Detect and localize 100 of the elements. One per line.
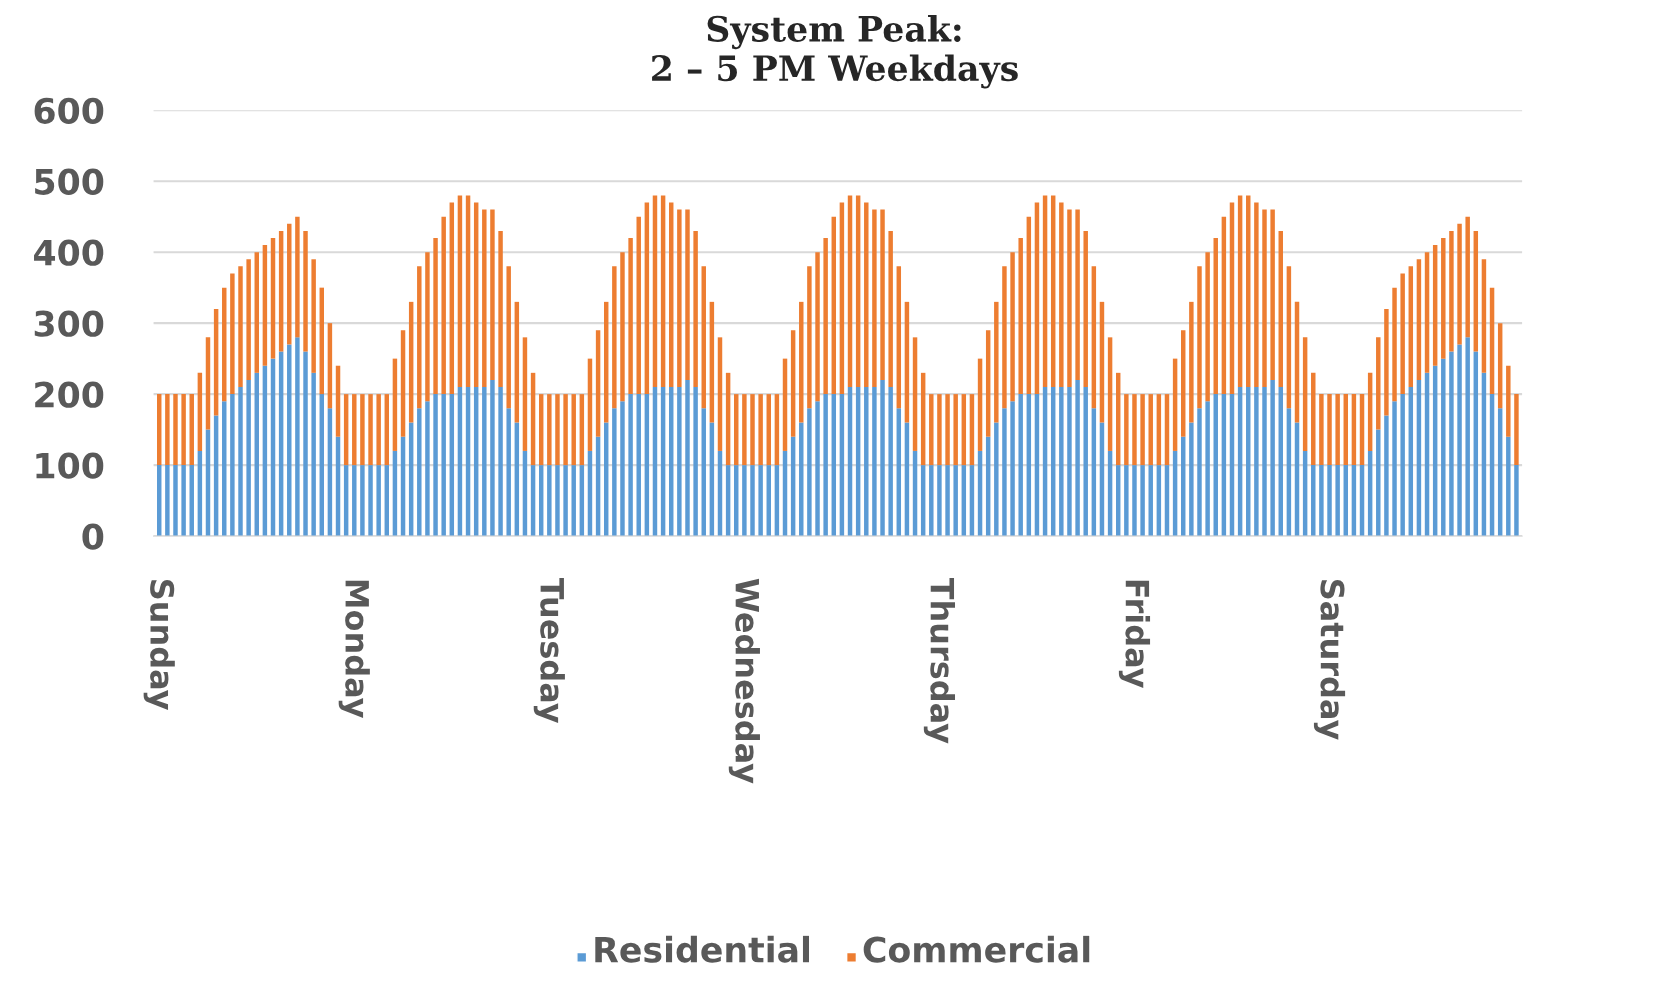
bar bbox=[238, 387, 243, 537]
bar bbox=[408, 301, 414, 423]
bar bbox=[1270, 209, 1275, 380]
bar bbox=[335, 365, 341, 437]
bar bbox=[547, 394, 552, 466]
bar bbox=[685, 209, 690, 380]
bar bbox=[287, 344, 292, 537]
bar bbox=[758, 465, 763, 537]
x-tick-label: Saturday bbox=[1313, 580, 1346, 740]
bar bbox=[815, 252, 820, 402]
y-tick-label: 300 bbox=[34, 310, 104, 337]
bar bbox=[929, 394, 934, 466]
bar bbox=[1181, 330, 1186, 437]
bar bbox=[1400, 273, 1405, 395]
bar bbox=[595, 330, 601, 437]
bar bbox=[522, 337, 528, 451]
bar bbox=[490, 209, 495, 380]
bar bbox=[1270, 379, 1275, 537]
bar bbox=[498, 387, 503, 537]
bar bbox=[1311, 372, 1316, 466]
x-tick-label: Tuesday bbox=[533, 577, 565, 724]
bar bbox=[807, 266, 812, 409]
bar bbox=[181, 465, 186, 537]
bar bbox=[669, 202, 674, 388]
bar bbox=[1441, 358, 1446, 537]
bar bbox=[1075, 209, 1080, 380]
bar bbox=[734, 394, 739, 466]
bar bbox=[1449, 351, 1454, 537]
bar bbox=[1254, 387, 1259, 537]
bar bbox=[303, 230, 308, 352]
bar bbox=[433, 237, 438, 395]
bar bbox=[1514, 465, 1519, 537]
bar bbox=[563, 394, 568, 466]
bar bbox=[425, 401, 430, 537]
bar bbox=[1506, 436, 1511, 537]
bar bbox=[1294, 301, 1300, 423]
bar bbox=[352, 394, 357, 466]
bar bbox=[1286, 266, 1292, 409]
bar bbox=[376, 394, 381, 466]
bar bbox=[352, 465, 357, 537]
bar bbox=[1457, 344, 1462, 537]
bar bbox=[1067, 209, 1072, 388]
bar bbox=[1156, 394, 1162, 466]
bar bbox=[278, 230, 284, 352]
bar bbox=[937, 394, 942, 466]
bar bbox=[790, 330, 796, 437]
bar bbox=[628, 394, 633, 537]
bar bbox=[1465, 216, 1470, 338]
bar bbox=[384, 394, 390, 466]
legend-label: Residential bbox=[595, 935, 810, 963]
bar bbox=[1075, 379, 1080, 537]
bar bbox=[953, 465, 958, 537]
bar bbox=[173, 465, 178, 537]
bar bbox=[864, 387, 869, 537]
bar bbox=[449, 202, 455, 395]
bar bbox=[644, 202, 650, 395]
bar bbox=[1424, 252, 1430, 373]
bar bbox=[799, 301, 804, 423]
bar bbox=[636, 394, 641, 537]
bar bbox=[514, 301, 520, 423]
bar bbox=[1083, 387, 1088, 537]
bar bbox=[937, 465, 942, 537]
bar bbox=[165, 394, 170, 466]
bar bbox=[855, 195, 861, 388]
bar bbox=[1327, 465, 1332, 537]
bar bbox=[498, 230, 503, 388]
bar bbox=[360, 465, 365, 537]
bar bbox=[1034, 202, 1040, 395]
bar bbox=[1083, 230, 1088, 388]
bar bbox=[888, 230, 893, 388]
bar bbox=[1124, 394, 1129, 466]
bar bbox=[230, 394, 235, 537]
bar bbox=[1189, 422, 1194, 537]
bar bbox=[254, 252, 259, 373]
x-tick-label: Friday bbox=[1118, 580, 1151, 688]
bar bbox=[1262, 209, 1267, 388]
bar bbox=[1018, 394, 1023, 537]
bar bbox=[482, 387, 487, 537]
bar bbox=[1132, 394, 1137, 466]
bar bbox=[758, 394, 763, 466]
y-tick-label: 600 bbox=[34, 97, 104, 124]
bar bbox=[417, 266, 422, 409]
bar bbox=[311, 372, 316, 537]
bar bbox=[823, 394, 828, 537]
bar bbox=[1481, 259, 1487, 373]
bar bbox=[1400, 394, 1405, 537]
bar bbox=[1148, 465, 1153, 537]
bar bbox=[847, 195, 853, 388]
bar bbox=[1432, 245, 1438, 366]
bar bbox=[717, 337, 723, 451]
bar bbox=[482, 209, 487, 388]
bar bbox=[1384, 308, 1389, 416]
bar bbox=[953, 394, 958, 466]
bar bbox=[896, 266, 902, 409]
bar bbox=[1205, 252, 1210, 402]
bar bbox=[270, 237, 276, 359]
bar bbox=[750, 465, 755, 537]
bar bbox=[311, 259, 316, 373]
bar bbox=[1237, 195, 1243, 388]
bar bbox=[1514, 394, 1519, 466]
